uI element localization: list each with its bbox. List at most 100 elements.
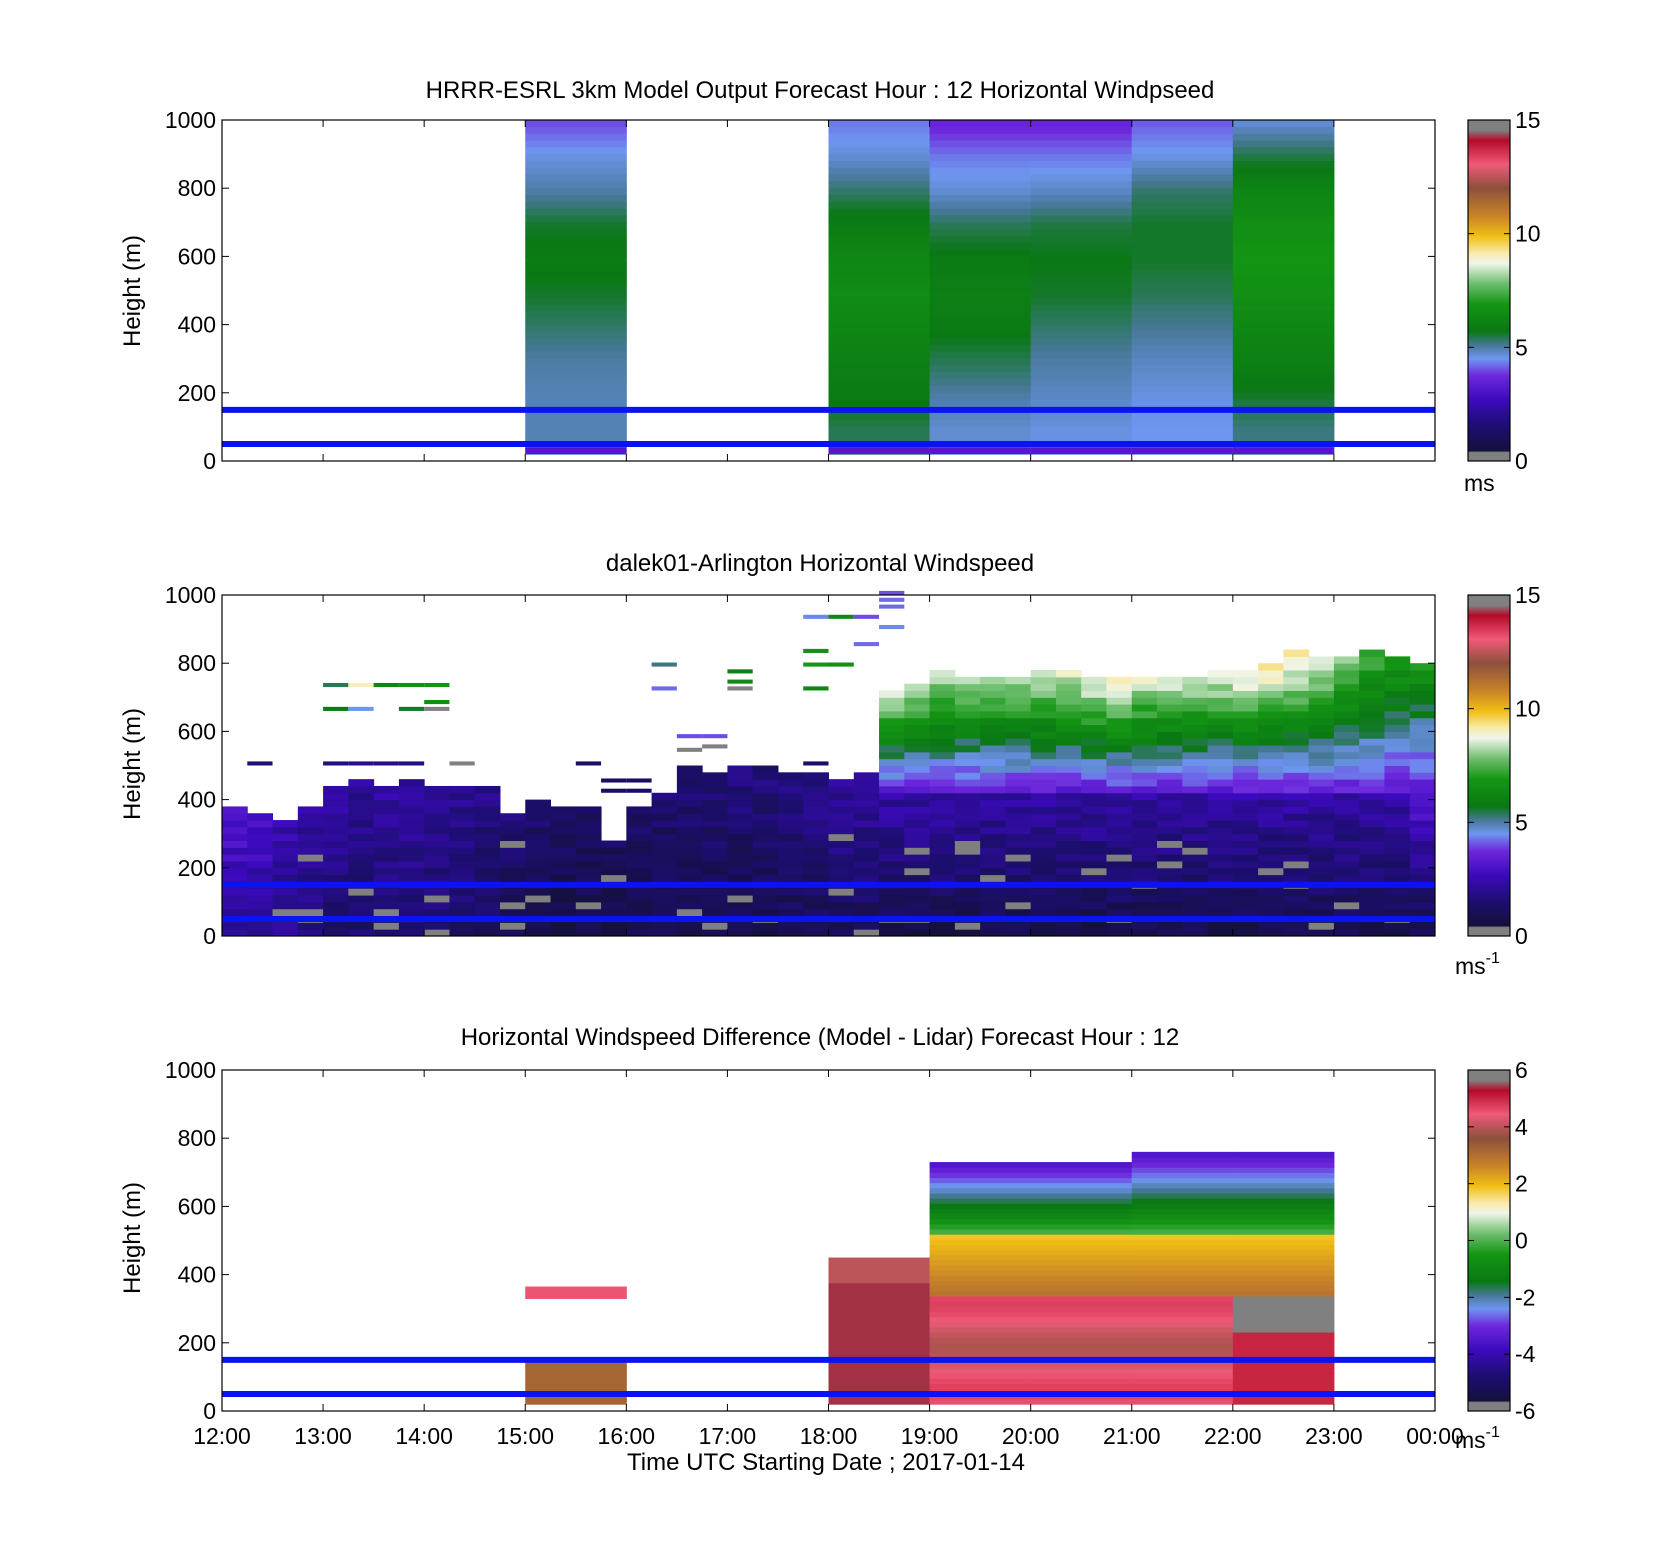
heatmap-cell (1081, 860, 1107, 869)
heatmap-cell (828, 1267, 931, 1274)
heatmap-cell (499, 922, 526, 930)
heatmap-cell (1055, 833, 1082, 842)
heatmap-cell (1258, 751, 1284, 760)
heatmap-cell (1005, 840, 1032, 848)
heatmap-cell (398, 761, 425, 766)
heatmap-cell (474, 847, 501, 855)
heatmap-cell (1131, 447, 1233, 455)
heatmap-cell (828, 351, 931, 360)
heatmap-cell (1131, 1208, 1234, 1215)
heatmap-cell (601, 860, 627, 869)
heatmap-cell (626, 929, 653, 937)
heatmap-cell (803, 929, 829, 937)
heatmap-cell (828, 1383, 931, 1390)
heatmap-cell (1106, 772, 1133, 780)
heatmap-cell (879, 779, 905, 787)
heatmap-cell (1030, 222, 1133, 230)
heatmap-cell (424, 874, 450, 882)
heatmap-cell (803, 901, 829, 910)
heatmap-cell (1030, 826, 1057, 835)
heatmap-cell (1258, 867, 1284, 876)
heatmap-cell (1030, 399, 1133, 407)
heatmap-cell (1283, 697, 1310, 705)
heatmap-cell (474, 860, 501, 869)
heatmap-cell (828, 847, 855, 855)
heatmap-cell (1157, 792, 1183, 801)
heatmap-cell (752, 929, 779, 937)
heatmap-cell (1409, 813, 1436, 821)
heatmap-cell (323, 792, 349, 801)
heatmap-cell (1359, 670, 1385, 678)
heatmap-cell (702, 792, 728, 801)
heatmap-cell (676, 772, 703, 780)
heatmap-cell (1207, 860, 1234, 869)
heatmap-cell (1384, 799, 1411, 807)
heatmap-cell (879, 690, 905, 698)
heatmap-cell (803, 813, 829, 821)
heatmap-cell (879, 604, 905, 609)
heatmap-cell (954, 922, 981, 930)
heatmap-cell (929, 1259, 1032, 1266)
heatmap-cell (1384, 826, 1411, 835)
heatmap-cell (575, 840, 602, 848)
heatmap-cell (626, 922, 653, 930)
heatmap-cell (1333, 710, 1360, 719)
heatmap-cell (879, 895, 905, 903)
heatmap-cell (1232, 826, 1259, 835)
heatmap-cell (803, 792, 829, 801)
heatmap-cell (1157, 867, 1183, 876)
heatmap-cell (1030, 160, 1133, 169)
heatmap-cell (853, 806, 880, 814)
heatmap-cell (424, 792, 450, 801)
heatmap-cell (348, 826, 375, 835)
heatmap-cell (1384, 929, 1411, 937)
heatmap-cell (1131, 283, 1234, 291)
heatmap-cell (1409, 874, 1436, 882)
heatmap-cell (1308, 922, 1335, 930)
heatmap-cell (1409, 854, 1436, 862)
heatmap-cell (1232, 1249, 1335, 1256)
heatmap-cell (1030, 324, 1133, 332)
heatmap-cell (1030, 847, 1057, 855)
heatmap-cell (828, 317, 931, 326)
heatmap-cell (272, 840, 299, 848)
heatmap-cell (1131, 1383, 1234, 1390)
heatmap-cell (1081, 922, 1107, 930)
heatmap-cell (1030, 1198, 1133, 1204)
heatmap-cell (879, 758, 905, 766)
heatmap-cell (1207, 758, 1234, 766)
heatmap-cell (247, 820, 274, 828)
heatmap-cell (929, 670, 956, 678)
heatmap-cell (1409, 792, 1436, 801)
heatmap-cell (1308, 663, 1335, 671)
heatmap-cell (1030, 751, 1057, 760)
heatmap-cell (449, 895, 476, 903)
heatmap-cell (373, 867, 400, 876)
heatmap-cell (1232, 174, 1335, 182)
heatmap-cell (1106, 820, 1133, 828)
heatmap-cell (1232, 1177, 1335, 1184)
heatmap-cell (247, 908, 274, 917)
heatmap-cell (525, 140, 627, 148)
heatmap-cell (1232, 1208, 1335, 1215)
heatmap-cell (1081, 697, 1107, 705)
heatmap-cell (398, 799, 425, 807)
heatmap-cell (828, 1378, 931, 1385)
heatmap-cell (1232, 229, 1335, 237)
heatmap-cell (1359, 867, 1385, 876)
heatmap-cell (525, 908, 552, 917)
heatmap-cell (1131, 820, 1158, 828)
heatmap-cell (1232, 1316, 1335, 1323)
heatmap-cell (1030, 317, 1133, 326)
heatmap-cell (853, 867, 880, 876)
heatmap-cell (828, 874, 855, 882)
x-tick-label: 14:00 (395, 1423, 453, 1449)
heatmap-cell (929, 731, 956, 739)
heatmap-cell (1131, 147, 1234, 155)
heatmap-cell (1182, 833, 1209, 842)
heatmap-cell (676, 820, 703, 828)
heatmap-cell (1157, 813, 1183, 821)
heatmap-cell (879, 792, 905, 801)
heatmap-cell (1182, 772, 1209, 780)
heatmap-cell (929, 1254, 1032, 1261)
